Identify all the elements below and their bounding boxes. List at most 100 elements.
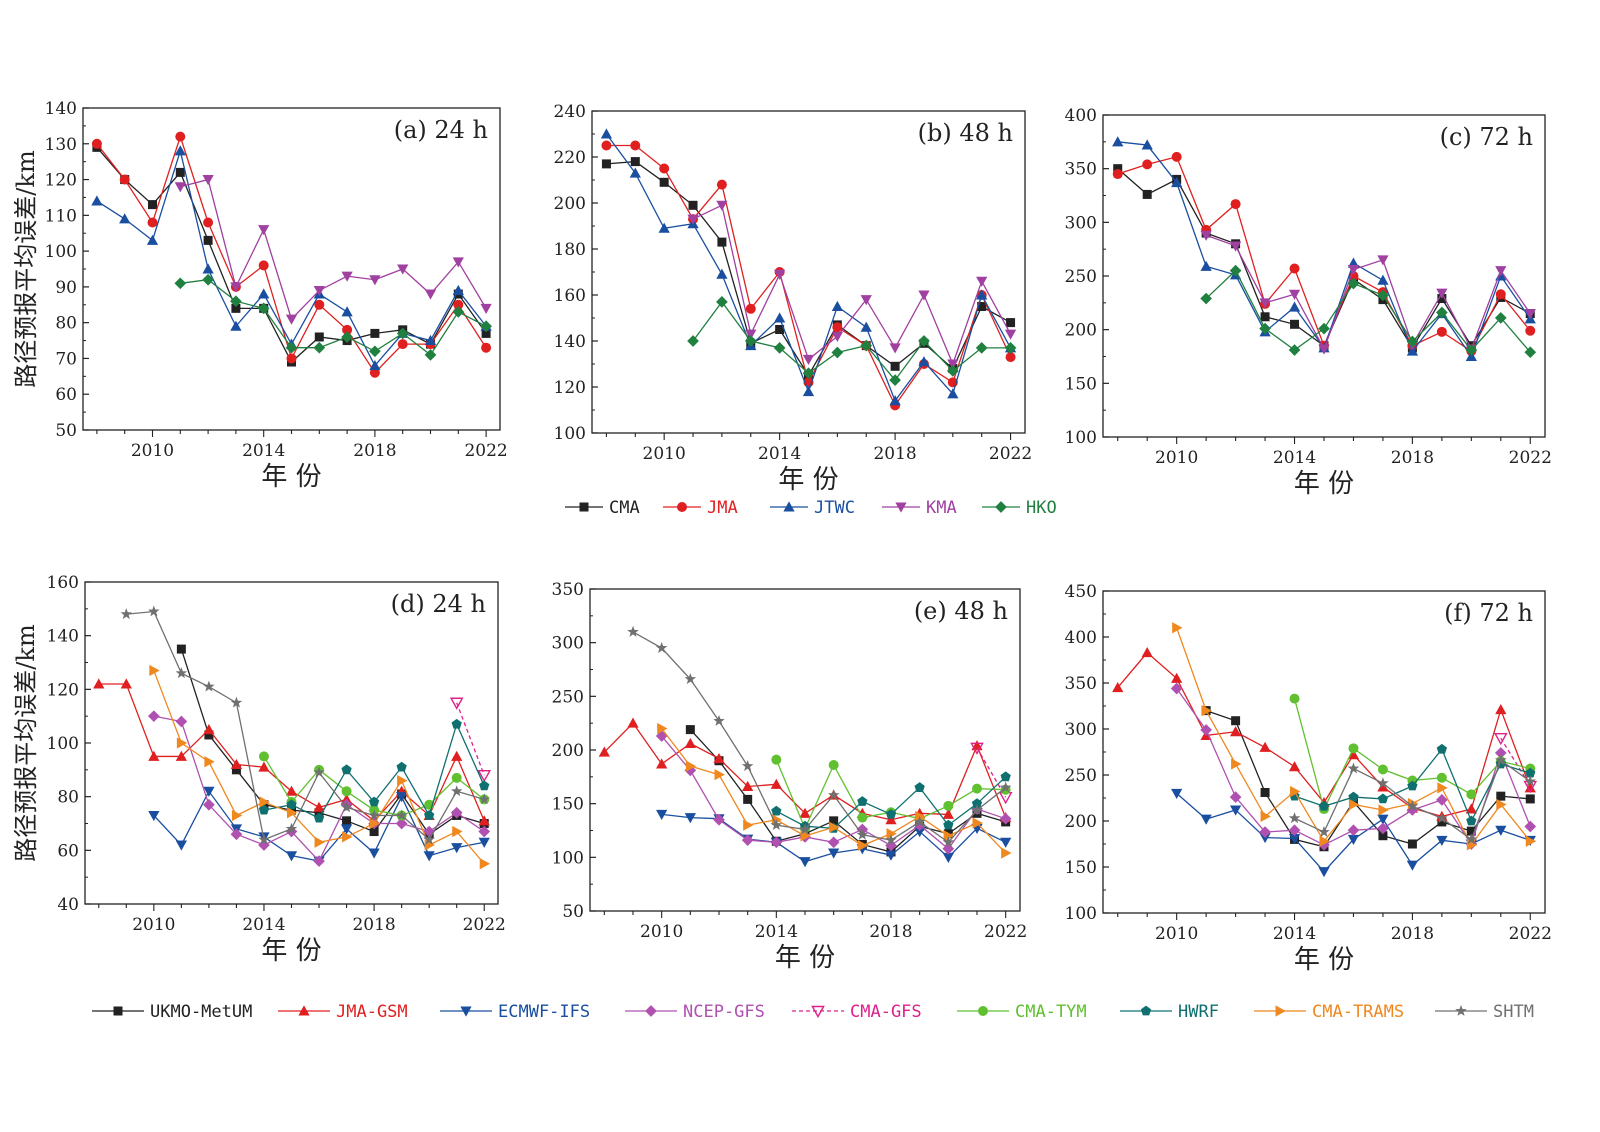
series-cma [92, 142, 491, 367]
y-tick-label: 160 [554, 286, 586, 306]
data-point [477, 770, 492, 783]
data-point [1229, 264, 1242, 277]
legend: UKMO-MetUM JMA-GSM ECMWF-IFS NCEP-GFS CMA-GF… [92, 1002, 1534, 1022]
legend-marker [995, 501, 1007, 513]
data-point [313, 766, 325, 778]
data-point [860, 339, 873, 352]
data-point [424, 349, 437, 361]
data-point [148, 750, 160, 761]
data-point [598, 746, 610, 757]
data-point [258, 804, 270, 815]
chart-panel-f: 100 150 200 250 300 350 400 450 2010 2014 2018 2022… [1065, 582, 1552, 975]
data-point [1318, 839, 1330, 851]
data-point [1496, 791, 1506, 801]
legend-item-ukmo-metum: UKMO-MetUM [92, 1002, 252, 1022]
data-point [630, 157, 640, 167]
data-point [942, 836, 955, 848]
data-point [424, 810, 435, 820]
data-point [802, 367, 815, 380]
legend-item-cma-trams: CMA-TRAMS [1254, 1002, 1404, 1022]
data-point [915, 810, 926, 823]
data-point [1436, 793, 1448, 806]
series-line [1500, 737, 1531, 787]
data-point [687, 214, 699, 225]
data-point [687, 335, 699, 347]
data-point [831, 346, 844, 359]
legend-item-jtwc: JTWC [770, 498, 855, 518]
data-point [1200, 260, 1212, 271]
legend-item-jma-gsm: JMA-GSM [278, 1002, 408, 1022]
data-point [313, 801, 325, 812]
data-point [629, 167, 641, 178]
data-point [397, 774, 408, 787]
data-point [771, 805, 782, 816]
x-tick-label: 2010 [1155, 924, 1198, 944]
data-point [176, 644, 186, 654]
plot-frame [1102, 114, 1546, 438]
data-point [1171, 672, 1183, 683]
series-line [126, 610, 485, 841]
series-shtm [627, 625, 1012, 848]
data-point [1466, 815, 1477, 826]
data-point [999, 812, 1012, 825]
data-point [1348, 791, 1359, 802]
series-line [1117, 168, 1531, 350]
data-point [1288, 301, 1301, 312]
series-line [606, 160, 1011, 377]
y-tick-label: 120 [47, 680, 79, 700]
y-tick-label: 300 [552, 634, 584, 654]
x-axis-label: 年 份 [778, 465, 838, 495]
data-point [203, 235, 213, 245]
data-point [627, 625, 639, 637]
data-point [770, 836, 783, 849]
data-point [1259, 741, 1271, 752]
data-point [203, 786, 215, 797]
data-point [857, 839, 869, 852]
series-line [692, 204, 1012, 366]
data-point [799, 857, 811, 868]
data-point [175, 667, 188, 679]
data-point [716, 179, 727, 190]
data-point [1259, 826, 1271, 838]
data-point [175, 131, 186, 142]
data-point [1318, 322, 1330, 335]
data-point [1436, 812, 1448, 824]
series-line [180, 648, 485, 836]
data-point [1407, 839, 1417, 849]
legend-label: CMA-TRAMS [1312, 1002, 1404, 1022]
series-shtm [120, 605, 491, 845]
data-point [972, 817, 983, 829]
legend-marker [579, 502, 589, 512]
data-point [885, 850, 897, 861]
data-point [1347, 749, 1360, 760]
data-point [450, 785, 463, 797]
data-point [397, 264, 409, 275]
data-point [1524, 820, 1537, 833]
data-point [1494, 312, 1507, 324]
data-point [799, 807, 811, 818]
data-point [1347, 762, 1360, 774]
panel-title: (c) 72 h [1440, 123, 1533, 151]
data-point [1259, 298, 1271, 309]
data-point [684, 813, 696, 824]
data-point [479, 858, 491, 870]
data-point [657, 722, 668, 735]
data-point [313, 812, 325, 823]
data-point [258, 761, 270, 772]
data-point [1142, 159, 1153, 170]
data-point [147, 217, 158, 228]
y-tick-label: 160 [47, 573, 79, 593]
x-axis-label: 年 份 [261, 936, 321, 966]
data-point [856, 828, 869, 840]
data-point [481, 328, 491, 338]
data-point [451, 843, 463, 854]
data-point [1495, 289, 1506, 300]
data-point [684, 673, 697, 685]
data-point [1378, 804, 1389, 816]
data-point [479, 780, 490, 791]
data-point [713, 752, 725, 764]
data-point [314, 332, 324, 342]
data-point [1112, 169, 1123, 180]
series-line [976, 747, 1007, 798]
plot-frame [1102, 590, 1546, 914]
